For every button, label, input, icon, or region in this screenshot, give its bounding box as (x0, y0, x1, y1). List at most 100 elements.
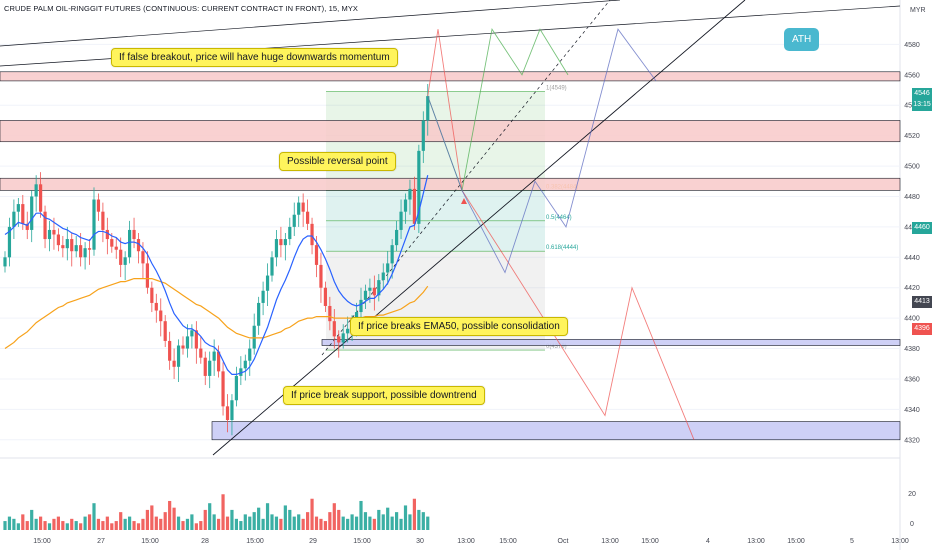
volume-bar (386, 507, 390, 530)
x-tick-label: 15:00 (33, 538, 51, 545)
volume-bar (310, 498, 314, 530)
volume-bar (101, 521, 105, 530)
ema50-callout[interactable]: If price breaks EMA50, possible consolid… (350, 317, 568, 336)
candle-body (252, 325, 256, 349)
zone-resistance-mid (0, 120, 901, 143)
candle-body (341, 333, 345, 343)
x-tick-label: 27 (97, 538, 105, 545)
candle-body (39, 184, 43, 212)
candle-body (25, 223, 29, 230)
x-tick-label: 4 (706, 538, 710, 545)
currency-label: MYR (910, 7, 926, 14)
candle-body (119, 249, 123, 265)
candle-body (225, 406, 230, 421)
candle-body (208, 360, 212, 376)
x-tick-label: 13:00 (601, 538, 619, 545)
volume-bar (43, 521, 47, 530)
candle-body (279, 239, 283, 246)
volume-bar (337, 509, 341, 530)
scenario-path-0 (427, 29, 695, 440)
candle-body (181, 345, 185, 349)
candle-body (105, 229, 109, 240)
y-tick-label: 4360 (904, 376, 920, 383)
volume-bar (288, 509, 292, 530)
candle-body (243, 360, 247, 369)
volume-bar (212, 514, 216, 530)
volume-bar (16, 523, 20, 530)
volume-bar (34, 518, 38, 530)
candle-body (403, 199, 408, 212)
candle-body (217, 351, 221, 372)
volume-bar (314, 516, 319, 530)
volume-bar (372, 518, 376, 530)
zone-resistance-low (0, 177, 901, 191)
volume-bar (163, 512, 167, 530)
candle-body (43, 211, 47, 240)
support-callout[interactable]: If price break support, possible downtre… (283, 386, 485, 405)
candle-body (141, 251, 145, 264)
volume-bar (96, 518, 101, 530)
volume-bar (412, 498, 416, 530)
low-price-tag: 4396 (912, 323, 932, 335)
y-tick-label: 4340 (904, 407, 920, 414)
candle-body (248, 348, 252, 361)
candle-body (265, 275, 270, 291)
volume-bar (395, 512, 399, 530)
volume-tick-label: 0 (910, 521, 914, 528)
x-tick-label: 5 (850, 538, 854, 545)
candle-body (274, 239, 279, 258)
candle-body (368, 287, 372, 291)
volume-bar (230, 509, 234, 530)
candle-body (395, 229, 399, 246)
volume-bar (319, 518, 323, 530)
ath-callout[interactable]: ATH (784, 28, 820, 51)
candle-body (372, 287, 376, 296)
fib-level-label: 0(4379) (546, 344, 567, 350)
candle-body (328, 305, 332, 322)
candle-body (417, 150, 421, 224)
zone-support-bottom (211, 421, 901, 441)
volume-bar (79, 523, 83, 530)
candle-body (79, 245, 83, 258)
volume-bar (123, 518, 127, 530)
volume-bar (301, 518, 305, 530)
candle-body (386, 263, 390, 273)
volume-bar (426, 516, 430, 530)
candle-body (168, 340, 172, 361)
volume-bar (7, 516, 12, 530)
x-tick-label: 15:00 (499, 538, 517, 545)
zone-support-fib0 (321, 339, 901, 346)
candle-body (270, 257, 274, 276)
candle-body (87, 248, 92, 250)
last-time-tag: 13:15 (912, 99, 932, 111)
candle-body (114, 246, 118, 250)
candle-body (283, 239, 287, 246)
candle-body (354, 312, 359, 322)
candle-body (363, 290, 368, 300)
volume-bar (248, 516, 252, 530)
x-tick-label: 13:00 (457, 538, 475, 545)
candle-body (257, 302, 261, 326)
candle-body (381, 272, 385, 281)
volume-bar (39, 516, 43, 530)
x-tick-label: 15:00 (641, 538, 659, 545)
volume-bar (47, 523, 52, 530)
candle-body (74, 245, 78, 252)
volume-bar (346, 518, 350, 530)
false-breakout-callout[interactable]: If false breakout, price will have huge … (111, 48, 398, 67)
volume-bar (74, 521, 78, 530)
volume-bar (234, 518, 238, 530)
volume-bar (199, 521, 203, 530)
volume-bar (403, 505, 408, 530)
candle-body (61, 245, 65, 249)
candle-body (190, 330, 194, 337)
volume-bar (190, 514, 194, 530)
candle-body (234, 375, 238, 401)
candle-body (12, 211, 16, 227)
volume-bar (257, 507, 261, 530)
reversal-callout[interactable]: Possible reversal point (279, 152, 396, 171)
volume-bar (114, 521, 118, 530)
x-tick-label: 15:00 (353, 538, 371, 545)
candle-body (199, 348, 203, 358)
